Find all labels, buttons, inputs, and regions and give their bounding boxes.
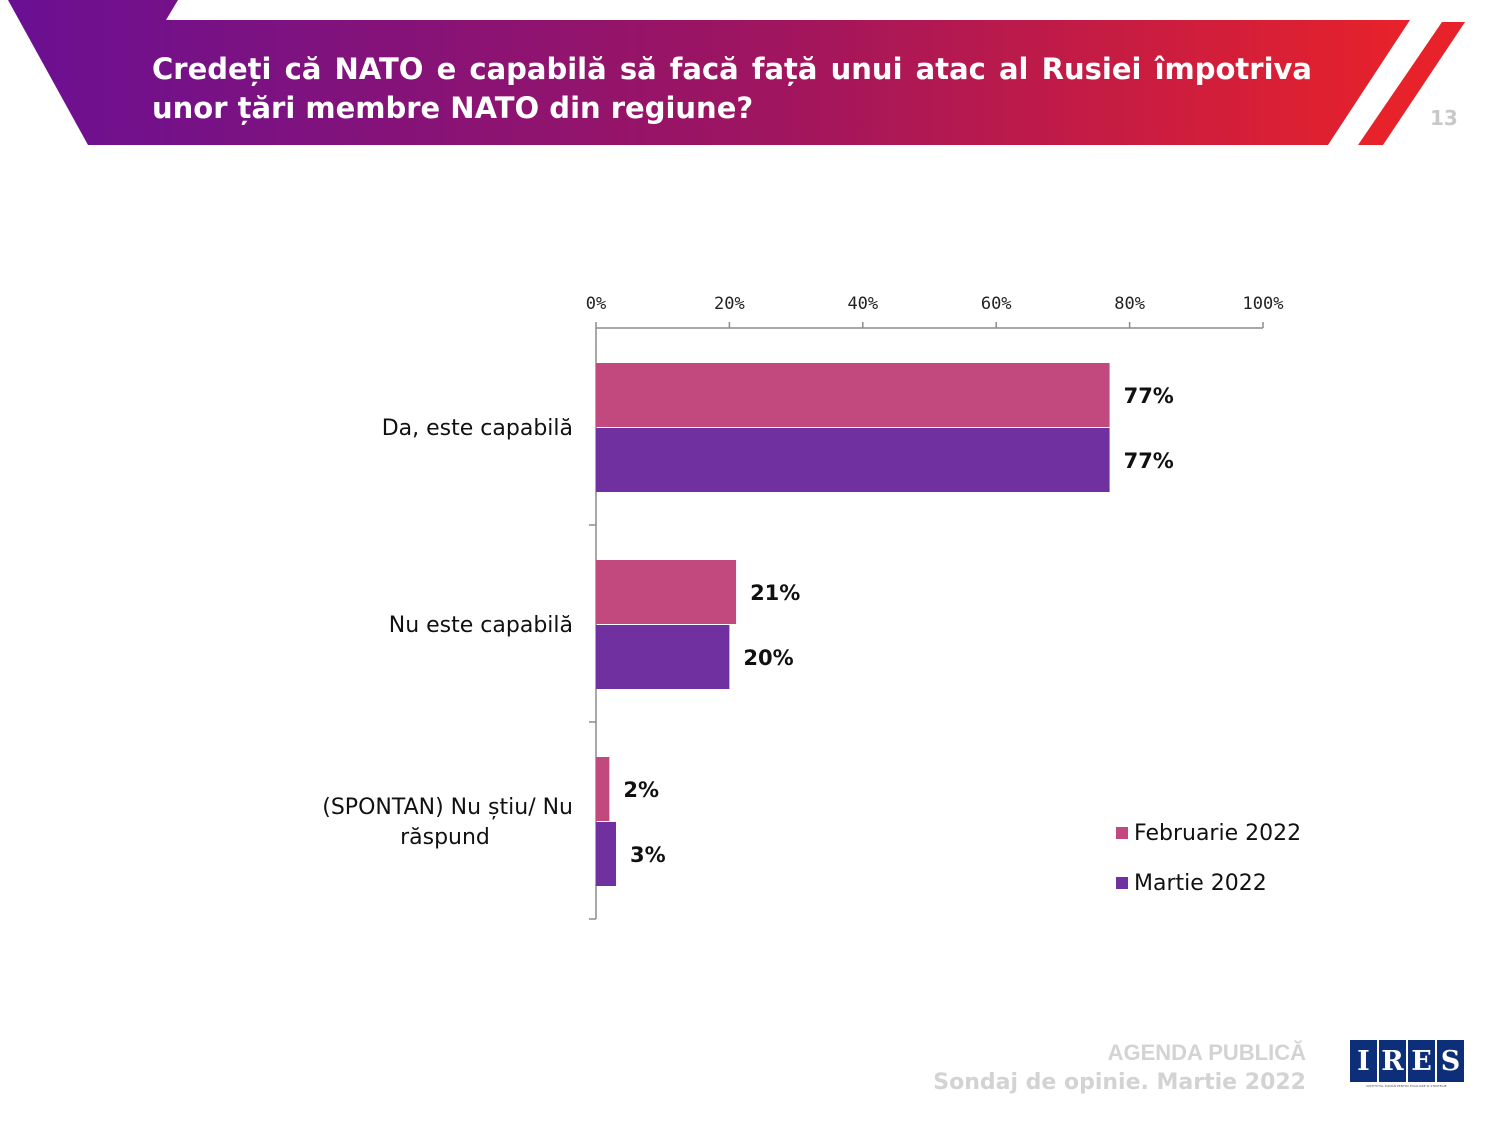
- legend-label-februarie: Februarie 2022: [1134, 820, 1302, 846]
- logo-letter-s: S: [1437, 1040, 1464, 1082]
- data-label: 21%: [750, 581, 800, 605]
- bar: [596, 428, 1110, 492]
- x-tick-label: 20%: [714, 294, 745, 314]
- x-tick-label: 80%: [1114, 294, 1145, 314]
- banner-stripe: [1358, 22, 1465, 145]
- page-title: Credeți că NATO e capabilă să facă față …: [152, 52, 1312, 125]
- x-tick-label: 60%: [981, 294, 1012, 314]
- category-label: răspund: [400, 825, 490, 850]
- logo-letter-r: R: [1379, 1040, 1406, 1082]
- data-label: 20%: [743, 646, 793, 670]
- data-label: 77%: [1124, 449, 1174, 473]
- legend: Februarie 2022 Martie 2022: [1116, 808, 1301, 908]
- banner-top-bar: [8, 0, 1410, 145]
- data-label: 77%: [1124, 384, 1174, 408]
- data-label: 3%: [630, 843, 666, 867]
- bar: [596, 363, 1110, 427]
- title-banner: [8, 0, 1465, 145]
- bar: [596, 757, 610, 821]
- logo-subtitle: INSTITUTUL ROMÂN PENTRU EVALUARE ȘI STRA…: [1366, 1084, 1447, 1088]
- legend-item-martie: Martie 2022: [1116, 858, 1301, 908]
- footer-agenda: AGENDA PUBLICĂ: [1107, 1040, 1306, 1065]
- data-label: 2%: [623, 778, 659, 802]
- bar: [596, 822, 617, 886]
- ires-logo: I R E S INSTITUTUL ROMÂN PENTRU EVALUARE…: [1350, 1040, 1464, 1091]
- bar: [596, 560, 737, 624]
- page-number: 13: [1430, 106, 1458, 130]
- x-tick-label: 40%: [847, 294, 878, 314]
- legend-swatch-martie: [1116, 877, 1128, 889]
- category-label: Nu este capabilă: [389, 613, 573, 638]
- footer-survey-date: Sondaj de opinie. Martie 2022: [933, 1070, 1306, 1095]
- legend-label-martie: Martie 2022: [1134, 870, 1267, 896]
- legend-item-februarie: Februarie 2022: [1116, 808, 1301, 858]
- logo-letter-e: E: [1408, 1040, 1435, 1082]
- labels-layer: 77% 77% Da, este capabilă 21% 20% Nu este cap…: [322, 384, 1174, 867]
- bars-layer: [596, 363, 1110, 886]
- category-label: (SPONTAN) Nu știu/ Nu: [322, 795, 573, 820]
- bar: [596, 625, 730, 689]
- category-label: Da, este capabilă: [382, 416, 573, 441]
- x-tick-label: 100%: [1243, 294, 1284, 314]
- logo-letter-i: I: [1350, 1040, 1377, 1082]
- legend-swatch-februarie: [1116, 827, 1128, 839]
- x-tick-label: 0%: [586, 294, 606, 314]
